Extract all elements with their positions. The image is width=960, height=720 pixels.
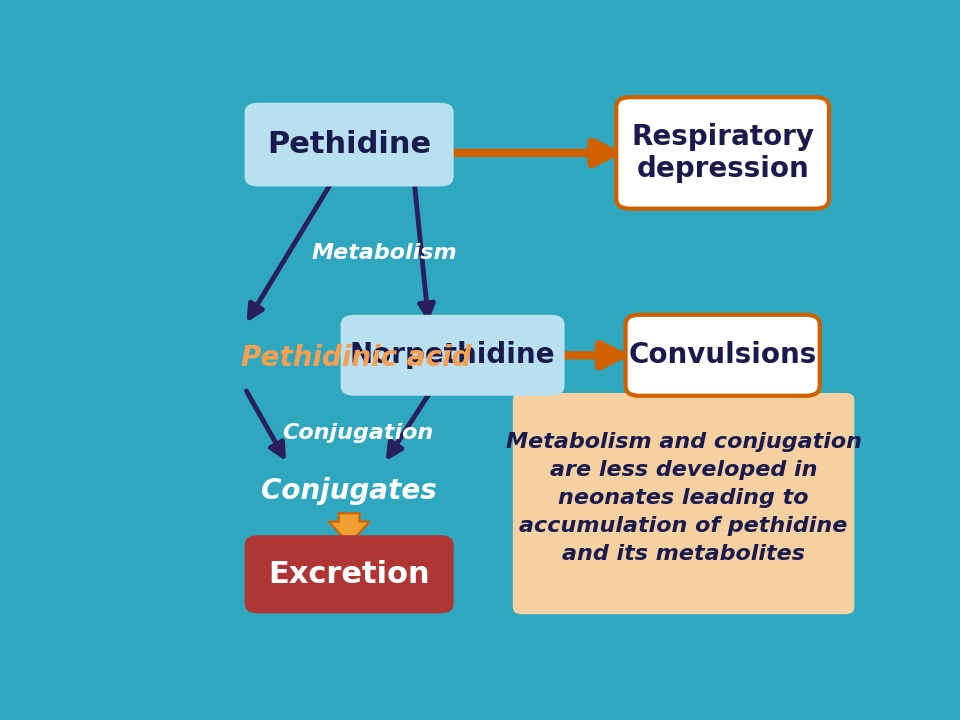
Text: Conjugates: Conjugates: [261, 477, 437, 505]
FancyBboxPatch shape: [626, 315, 820, 396]
Text: Metabolism and conjugation
are less developed in
neonates leading to
accumulatio: Metabolism and conjugation are less deve…: [506, 432, 861, 564]
Text: Norpethidine: Norpethidine: [349, 341, 555, 369]
FancyBboxPatch shape: [341, 315, 564, 396]
FancyBboxPatch shape: [245, 535, 454, 613]
Text: Excretion: Excretion: [269, 559, 430, 589]
FancyBboxPatch shape: [513, 393, 854, 614]
Text: Conjugation: Conjugation: [282, 423, 434, 443]
FancyBboxPatch shape: [245, 103, 454, 186]
Polygon shape: [328, 513, 370, 544]
Text: Pethidinic acid: Pethidinic acid: [241, 344, 471, 372]
FancyBboxPatch shape: [616, 97, 829, 209]
Text: Respiratory
depression: Respiratory depression: [631, 122, 814, 183]
Text: Pethidine: Pethidine: [267, 130, 431, 159]
Text: Metabolism: Metabolism: [311, 243, 457, 263]
Text: Convulsions: Convulsions: [629, 341, 817, 369]
